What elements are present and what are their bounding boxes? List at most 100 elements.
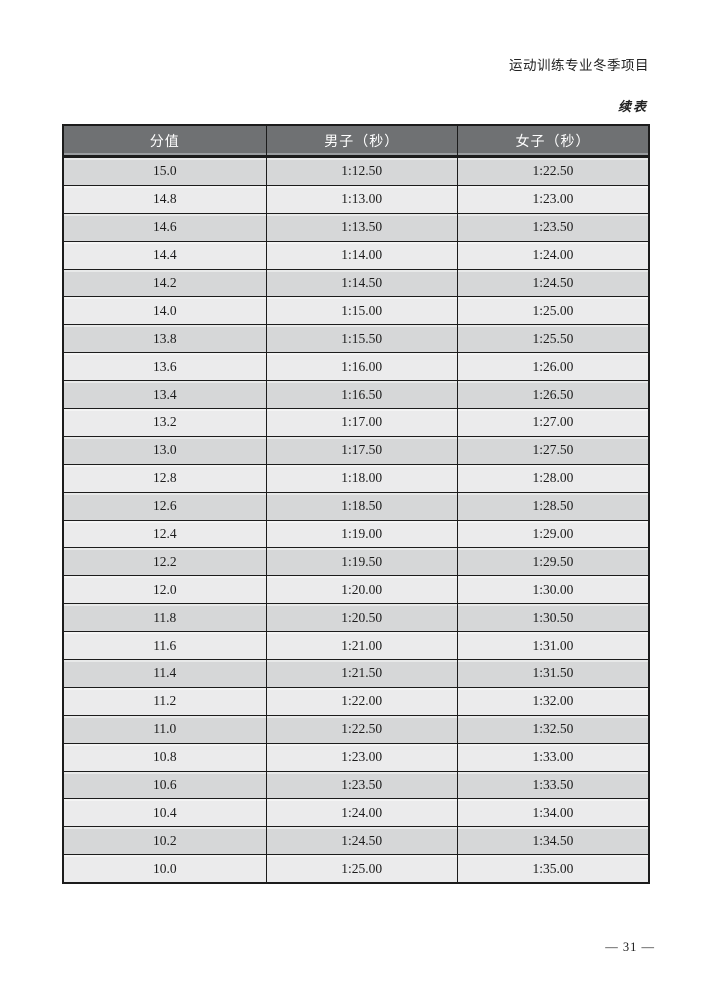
- men-time-cell: 1:14.00: [265, 240, 458, 270]
- table-row: 12.6 1:18.50 1:28.50: [62, 491, 650, 521]
- men-time-cell: 1:20.50: [265, 603, 458, 633]
- women-time-cell: 1:31.50: [457, 659, 650, 688]
- women-time-cell: 1:25.00: [457, 296, 650, 326]
- women-time-cell: 1:29.00: [457, 519, 650, 549]
- men-time-cell: 1:21.00: [265, 631, 458, 661]
- men-time-cell: 1:12.50: [265, 156, 458, 186]
- score-cell: 11.2: [62, 686, 267, 716]
- men-time-cell: 1:23.50: [265, 770, 458, 800]
- men-time-cell: 1:13.00: [265, 184, 458, 214]
- score-cell: 11.4: [62, 659, 267, 688]
- score-cell: 13.2: [62, 408, 267, 437]
- women-time-cell: 1:32.50: [457, 714, 650, 744]
- women-time-cell: 1:23.00: [457, 184, 650, 214]
- table-row: 11.4 1:21.50 1:31.50: [62, 659, 650, 688]
- table-row: 11.2 1:22.00 1:32.00: [62, 686, 650, 716]
- table-row: 11.0 1:22.50 1:32.50: [62, 714, 650, 744]
- table-row: 14.8 1:13.00 1:23.00: [62, 184, 650, 214]
- score-cell: 13.0: [62, 435, 267, 465]
- table-row: 14.2 1:14.50 1:24.50: [62, 268, 650, 298]
- men-time-cell: 1:24.00: [265, 798, 458, 828]
- table-row: 11.8 1:20.50 1:30.50: [62, 603, 650, 633]
- column-header-men-seconds: 男子（秒）: [265, 124, 458, 158]
- women-time-cell: 1:31.00: [457, 631, 650, 661]
- women-time-cell: 1:27.50: [457, 435, 650, 465]
- men-time-cell: 1:13.50: [265, 212, 458, 242]
- table-row: 13.8 1:15.50 1:25.50: [62, 324, 650, 354]
- table-row: 14.0 1:15.00 1:25.00: [62, 296, 650, 326]
- women-time-cell: 1:32.00: [457, 686, 650, 716]
- table-row: 10.8 1:23.00 1:33.00: [62, 742, 650, 772]
- men-time-cell: 1:19.50: [265, 547, 458, 577]
- score-cell: 13.4: [62, 380, 267, 410]
- table-row: 12.4 1:19.00 1:29.00: [62, 519, 650, 549]
- men-time-cell: 1:20.00: [265, 575, 458, 605]
- women-time-cell: 1:30.00: [457, 575, 650, 605]
- score-table: 分值 男子（秒） 女子（秒） 15.0 1:12.50 1:22.50 14.8…: [62, 124, 650, 885]
- table-row: 14.4 1:14.00 1:24.00: [62, 240, 650, 270]
- table-row: 13.4 1:16.50 1:26.50: [62, 380, 650, 410]
- men-time-cell: 1:21.50: [265, 659, 458, 688]
- score-cell: 10.0: [62, 854, 267, 884]
- men-time-cell: 1:17.00: [265, 408, 458, 437]
- men-time-cell: 1:19.00: [265, 519, 458, 549]
- table-row: 10.6 1:23.50 1:33.50: [62, 770, 650, 800]
- table-row: 12.8 1:18.00 1:28.00: [62, 463, 650, 493]
- score-cell: 11.0: [62, 714, 267, 744]
- women-time-cell: 1:30.50: [457, 603, 650, 633]
- score-cell: 11.8: [62, 603, 267, 633]
- men-time-cell: 1:17.50: [265, 435, 458, 465]
- table-header-row: 分值 男子（秒） 女子（秒）: [62, 124, 650, 158]
- table-row: 13.0 1:17.50 1:27.50: [62, 435, 650, 465]
- men-time-cell: 1:23.00: [265, 742, 458, 772]
- table-row: 12.2 1:19.50 1:29.50: [62, 547, 650, 577]
- women-time-cell: 1:35.00: [457, 854, 650, 884]
- table-row: 10.2 1:24.50 1:34.50: [62, 826, 650, 856]
- women-time-cell: 1:26.00: [457, 352, 650, 382]
- table-row: 14.6 1:13.50 1:23.50: [62, 212, 650, 242]
- men-time-cell: 1:22.50: [265, 714, 458, 744]
- score-cell: 15.0: [62, 156, 267, 186]
- table-body: 15.0 1:12.50 1:22.50 14.8 1:13.00 1:23.0…: [62, 156, 650, 884]
- table-row: 11.6 1:21.00 1:31.00: [62, 631, 650, 661]
- women-time-cell: 1:34.00: [457, 798, 650, 828]
- continued-table-label: 续表: [617, 99, 648, 114]
- men-time-cell: 1:18.50: [265, 491, 458, 521]
- men-time-cell: 1:16.00: [265, 352, 458, 382]
- men-time-cell: 1:15.50: [265, 324, 458, 354]
- table-row: 15.0 1:12.50 1:22.50: [62, 156, 650, 186]
- score-cell: 12.6: [62, 491, 267, 521]
- table-row: 13.6 1:16.00 1:26.00: [62, 352, 650, 382]
- women-time-cell: 1:28.50: [457, 491, 650, 521]
- score-cell: 12.2: [62, 547, 267, 577]
- score-cell: 13.6: [62, 352, 267, 382]
- women-time-cell: 1:22.50: [457, 156, 650, 186]
- score-cell: 10.2: [62, 826, 267, 856]
- men-time-cell: 1:14.50: [265, 268, 458, 298]
- column-header-score: 分值: [62, 124, 267, 158]
- men-time-cell: 1:16.50: [265, 380, 458, 410]
- women-time-cell: 1:26.50: [457, 380, 650, 410]
- women-time-cell: 1:25.50: [457, 324, 650, 354]
- score-cell: 14.4: [62, 240, 267, 270]
- women-time-cell: 1:29.50: [457, 547, 650, 577]
- table-row: 13.2 1:17.00 1:27.00: [62, 408, 650, 437]
- score-cell: 14.2: [62, 268, 267, 298]
- score-cell: 14.8: [62, 184, 267, 214]
- score-cell: 12.8: [62, 463, 267, 493]
- score-cell: 10.4: [62, 798, 267, 828]
- score-cell: 12.0: [62, 575, 267, 605]
- women-time-cell: 1:28.00: [457, 463, 650, 493]
- score-cell: 13.8: [62, 324, 267, 354]
- table-row: 10.4 1:24.00 1:34.00: [62, 798, 650, 828]
- men-time-cell: 1:22.00: [265, 686, 458, 716]
- column-header-women-seconds: 女子（秒）: [457, 124, 650, 158]
- score-cell: 14.0: [62, 296, 267, 326]
- men-time-cell: 1:15.00: [265, 296, 458, 326]
- page-number: — 31 —: [605, 940, 655, 954]
- score-cell: 12.4: [62, 519, 267, 549]
- table-row: 12.0 1:20.00 1:30.00: [62, 575, 650, 605]
- score-cell: 10.6: [62, 770, 267, 800]
- women-time-cell: 1:24.00: [457, 240, 650, 270]
